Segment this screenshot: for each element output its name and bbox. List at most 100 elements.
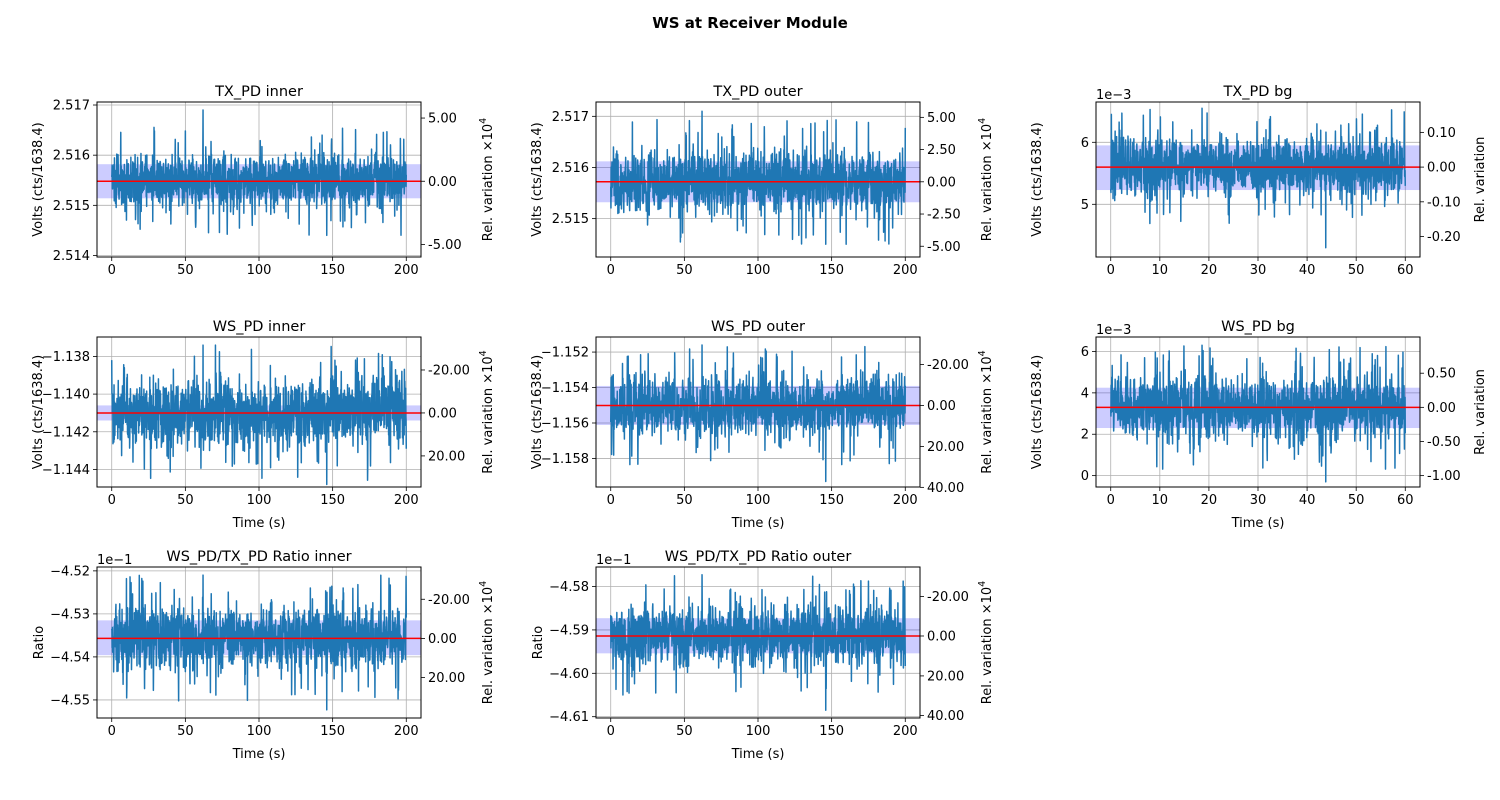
x-tick-label: 50 [676, 724, 693, 739]
x-tick-label: 30 [1250, 263, 1267, 278]
panel-title: WS_PD inner [213, 319, 306, 335]
y-axis-label: Ratio [32, 626, 47, 659]
y-tick-label: 2.517 [53, 99, 90, 114]
right-axis-label-text: Rel. variation ×10 [980, 356, 995, 473]
data-trace [609, 344, 907, 483]
data-trace [609, 574, 907, 711]
right-y-tick-label: 0.10 [1427, 126, 1456, 141]
right-y-tick-label: 20.00 [428, 671, 465, 686]
y-tick-label: −1.152 [541, 346, 589, 361]
right-y-tick-label: 20.00 [428, 449, 465, 464]
right-y-tick-label: 5.00 [428, 112, 457, 127]
right-axis-label-exponent: 4 [478, 118, 489, 124]
right-axis-label: Rel. variation ×104 [977, 350, 995, 473]
x-tick-label: 200 [394, 724, 419, 739]
right-axis-label-exponent: 4 [478, 350, 489, 356]
data-trace [110, 574, 408, 711]
x-tick-label: 150 [320, 724, 345, 739]
x-tick-label: 20 [1201, 263, 1218, 278]
x-tick-label: 200 [394, 493, 419, 508]
y-tick-label: −1.154 [541, 381, 589, 396]
y-tick-label: −4.52 [50, 564, 90, 579]
y-tick-label: −1.144 [42, 463, 90, 478]
x-axis-label: Time (s) [232, 516, 286, 531]
data-trace [609, 110, 907, 245]
y-tick-label: 5 [1081, 198, 1089, 213]
data-trace [110, 109, 408, 237]
right-axis-label-exponent: 4 [977, 350, 988, 356]
x-tick-label: 100 [746, 263, 771, 278]
right-axis-label-text: Rel. variation [1473, 369, 1488, 455]
x-tick-label: 100 [746, 724, 771, 739]
right-y-tick-label: -20.00 [428, 363, 470, 378]
x-tick-label: 0 [1107, 493, 1115, 508]
panel-8: 0 50 100 150 200 −4.58 −4.59 −4.60 −4.61 -20.00 0.… [531, 549, 995, 762]
x-tick-label: 50 [177, 724, 194, 739]
right-axis-label-text: Rel. variation ×10 [481, 124, 496, 241]
x-tick-label: 0 [1107, 263, 1115, 278]
x-tick-label: 40 [1299, 263, 1316, 278]
y-tick-label: −4.59 [549, 623, 589, 638]
x-tick-label: 30 [1250, 493, 1267, 508]
x-tick-label: 200 [893, 263, 918, 278]
right-axis-label: Rel. variation [1473, 369, 1488, 455]
y-tick-label: −4.58 [549, 580, 589, 595]
x-tick-label: 0 [108, 493, 116, 508]
y-tick-label: −4.53 [50, 607, 90, 622]
right-y-tick-label: 20.00 [927, 440, 964, 455]
right-y-tick-label: 0.00 [1427, 161, 1456, 176]
x-tick-label: 20 [1201, 493, 1218, 508]
x-tick-label: 0 [108, 724, 116, 739]
right-y-tick-label: -2.50 [927, 208, 961, 223]
panel-7: 0 50 100 150 200 −4.52 −4.53 −4.54 −4.55 -20.00 0.… [32, 549, 496, 762]
y-tick-label: 0 [1081, 469, 1089, 484]
right-y-tick-label: 0.00 [428, 406, 457, 421]
right-axis-label: Rel. variation ×104 [977, 581, 995, 704]
x-tick-label: 50 [1348, 263, 1365, 278]
y-axis-label: Volts (cts/1638.4) [1030, 355, 1045, 469]
right-axis-label: Rel. variation ×104 [977, 118, 995, 241]
right-y-tick-label: -20.00 [927, 590, 969, 605]
y-axis-label: Volts (cts/1638.4) [530, 355, 545, 469]
panel-1: 0 50 100 150 200 2.514 2.515 2.516 2.517 5.00 0.00… [31, 84, 496, 278]
y-tick-label: 2.516 [552, 161, 589, 176]
data-trace [110, 344, 408, 486]
y-tick-label: 2.515 [552, 212, 589, 227]
right-axis-label-exponent: 4 [478, 581, 489, 587]
x-axis-label: Time (s) [232, 747, 286, 762]
x-tick-label: 60 [1397, 493, 1414, 508]
y-axis-label: Volts (cts/1638.4) [1030, 122, 1045, 236]
x-tick-label: 0 [108, 263, 116, 278]
right-axis-label-text: Rel. variation ×10 [980, 587, 995, 704]
y-axis-label: Ratio [531, 626, 546, 659]
panel-title: WS_PD/TX_PD Ratio outer [665, 549, 852, 565]
right-axis-label: Rel. variation [1473, 137, 1488, 223]
y-axis-label: Volts (cts/1638.4) [31, 355, 46, 469]
offset-text: 1e−1 [97, 553, 132, 568]
right-y-tick-label: -0.50 [1427, 435, 1461, 450]
offset-text: 1e−3 [1096, 88, 1131, 103]
right-y-tick-label: 0.00 [428, 632, 457, 647]
panel-title: WS_PD bg [1221, 319, 1295, 335]
panel-title: TX_PD inner [214, 84, 303, 100]
x-tick-label: 50 [676, 263, 693, 278]
x-tick-label: 150 [819, 724, 844, 739]
y-tick-label: −1.142 [42, 425, 90, 440]
x-tick-label: 10 [1152, 263, 1169, 278]
y-axis-label: Volts (cts/1638.4) [530, 122, 545, 236]
x-tick-label: 100 [247, 263, 272, 278]
y-tick-label: −4.54 [50, 650, 90, 665]
y-tick-label: −4.61 [549, 710, 589, 725]
x-tick-label: 60 [1397, 263, 1414, 278]
right-y-tick-label: 2.50 [927, 143, 956, 158]
y-axis-label: Volts (cts/1638.4) [31, 122, 46, 236]
offset-text: 1e−1 [596, 553, 631, 568]
right-y-tick-label: 0.00 [927, 175, 956, 190]
y-tick-label: −1.156 [541, 416, 589, 431]
x-tick-label: 150 [320, 493, 345, 508]
data-trace [1109, 344, 1407, 483]
right-y-tick-label: 0.50 [1427, 367, 1456, 382]
right-y-tick-label: 0.00 [1427, 401, 1456, 416]
x-tick-label: 50 [676, 493, 693, 508]
